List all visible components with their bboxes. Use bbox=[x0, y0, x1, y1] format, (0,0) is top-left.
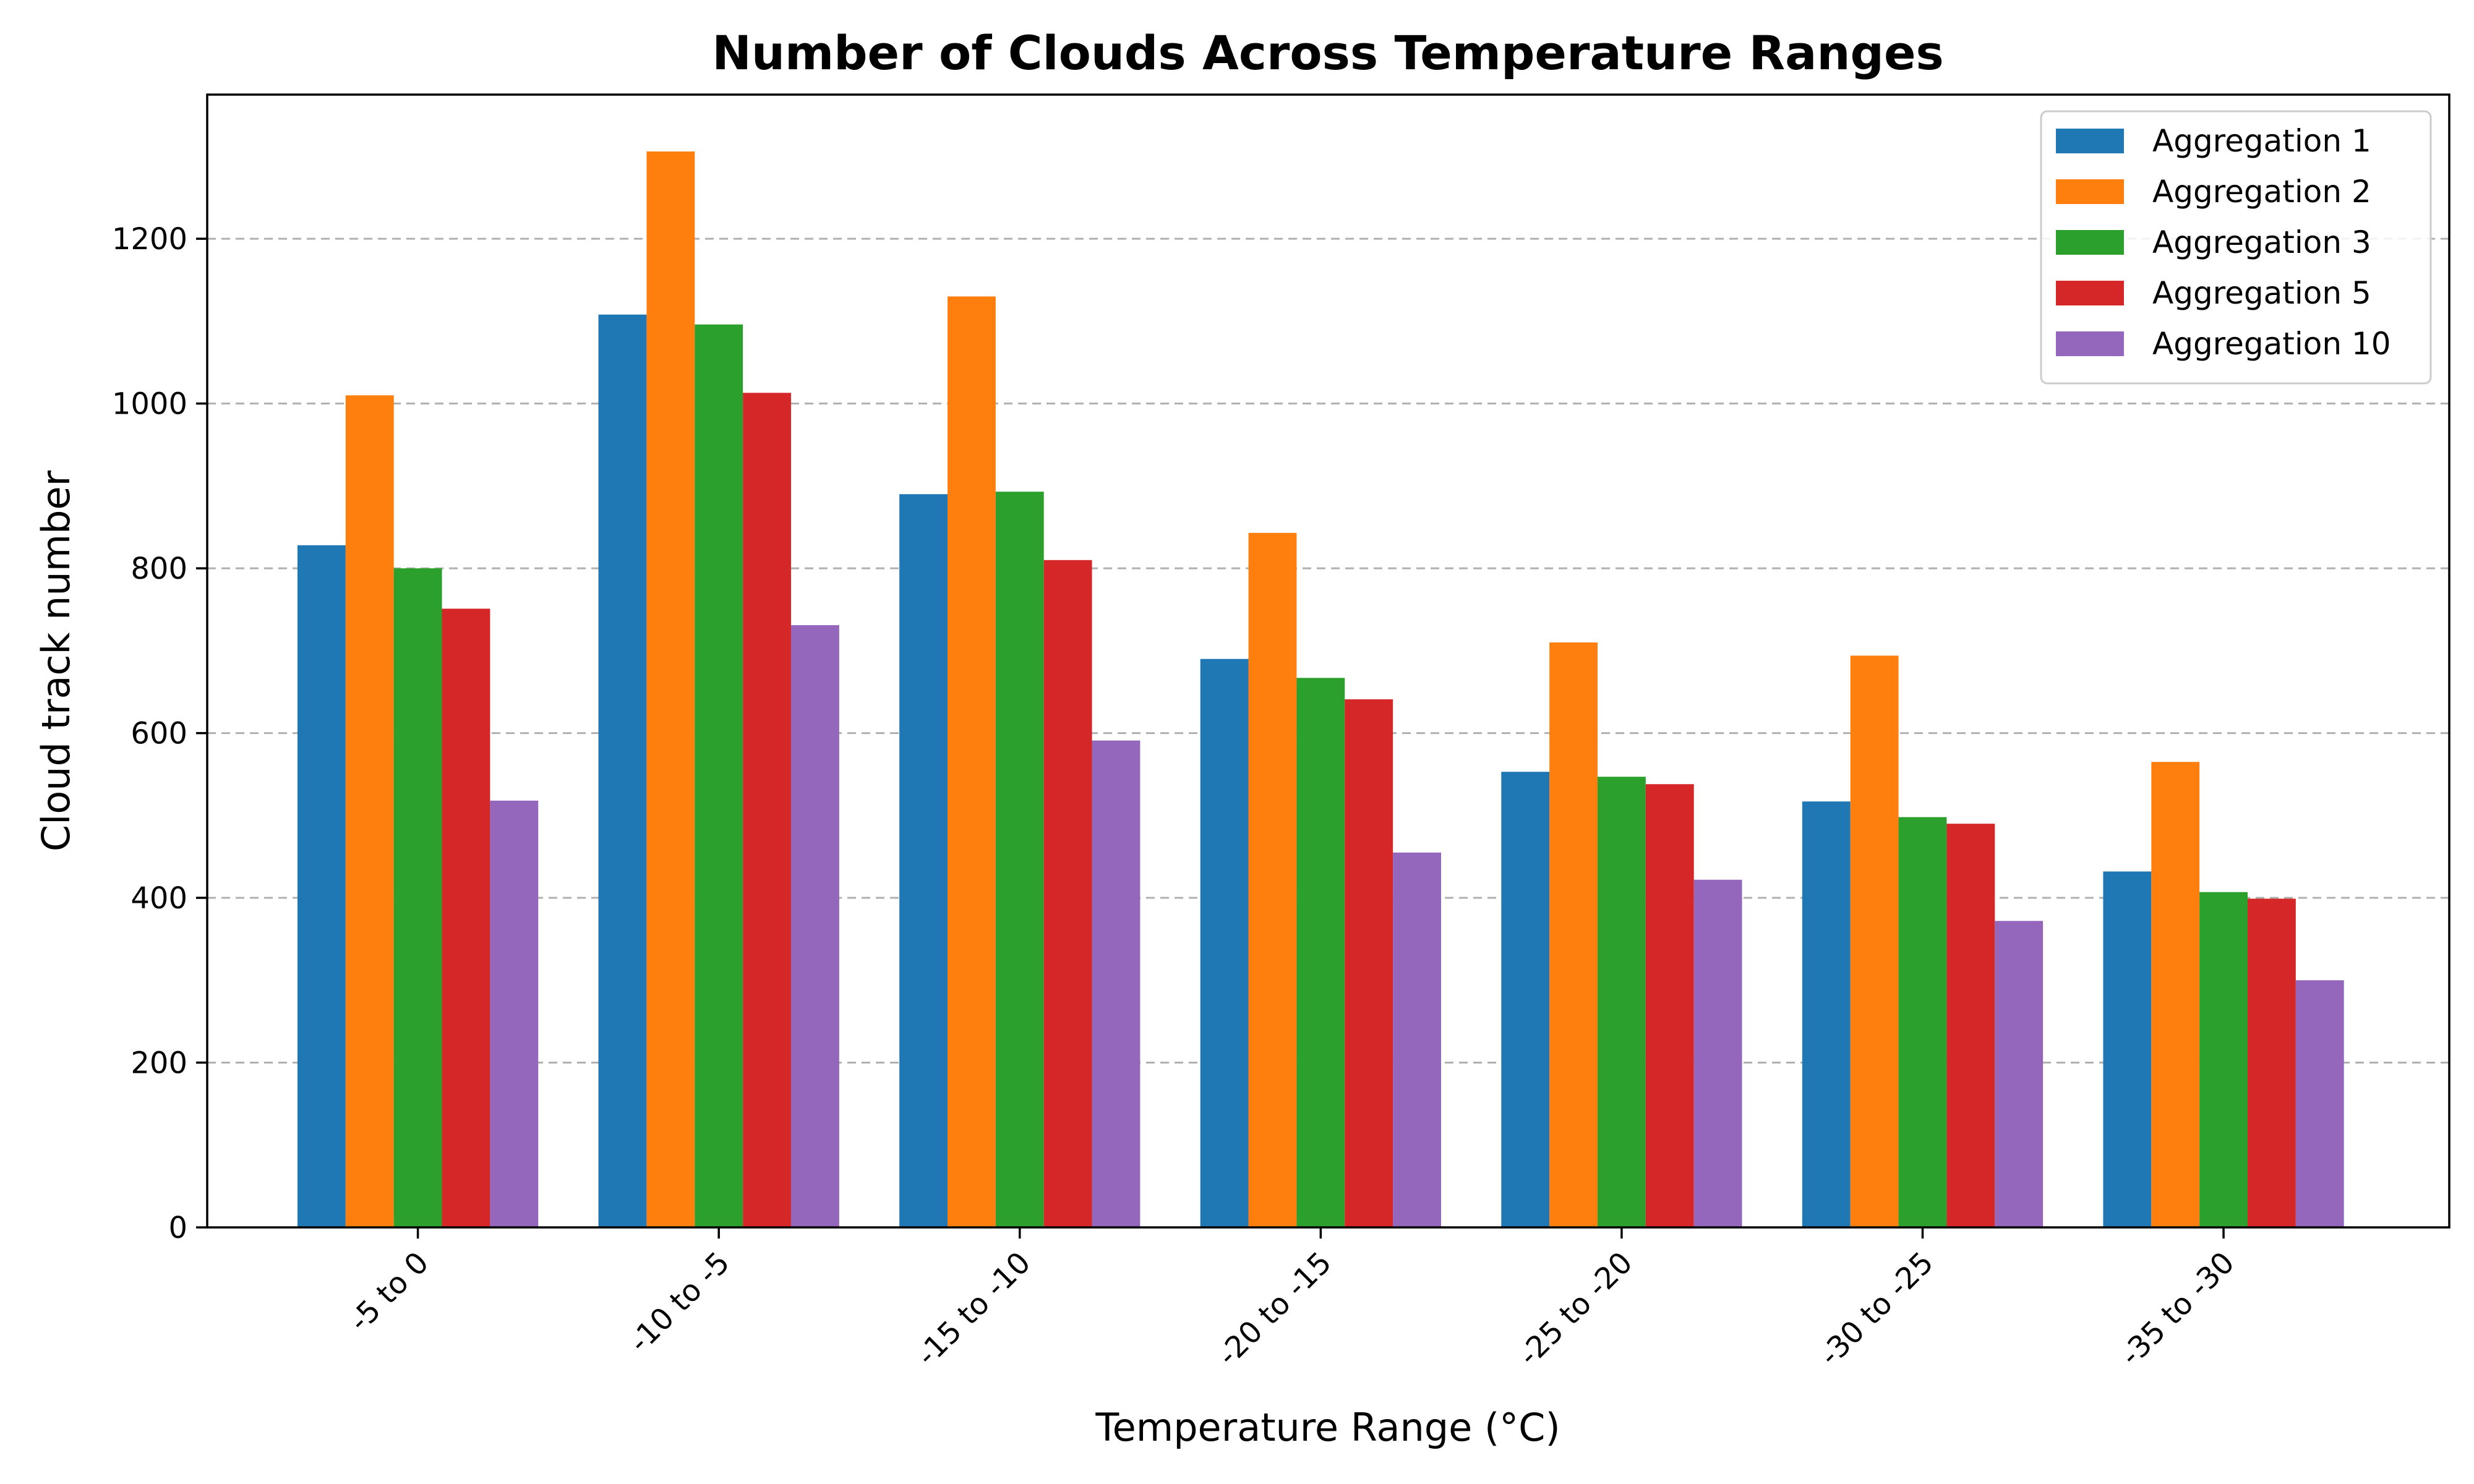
bar-aggregation-2-15-to-10 bbox=[947, 296, 996, 1227]
bar-aggregation-3-15-to-10 bbox=[995, 492, 1044, 1228]
x-tick-label: -30 to -25 bbox=[1813, 1245, 1940, 1373]
bar-aggregation-10-30-to-25 bbox=[1995, 921, 2044, 1227]
legend-swatch-aggregation-1 bbox=[2056, 129, 2124, 153]
y-tick-label: 1000 bbox=[112, 387, 187, 422]
y-axis-label: Cloud track number bbox=[33, 470, 79, 851]
bar-aggregation-2-35-to-30 bbox=[2151, 762, 2200, 1227]
plot-area-frame bbox=[206, 93, 2450, 1229]
bar-aggregation-10-25-to-20 bbox=[1693, 879, 1742, 1227]
x-tick-label: -5 to 0 bbox=[342, 1245, 435, 1339]
legend-label-aggregation-1: Aggregation 1 bbox=[2152, 123, 2371, 159]
bar-aggregation-10-10-to-5 bbox=[790, 625, 839, 1227]
legend-swatch-aggregation-10 bbox=[2056, 331, 2124, 356]
chart-title: Number of Clouds Across Temperature Rang… bbox=[712, 25, 1943, 80]
x-tick-label: -25 to -20 bbox=[1512, 1245, 1639, 1373]
bar-aggregation-5-20-to-15 bbox=[1345, 699, 1393, 1227]
x-tick-label: -20 to -15 bbox=[1211, 1245, 1338, 1373]
bar-aggregation-5-25-to-20 bbox=[1645, 784, 1694, 1227]
bar-aggregation-3-35-to-30 bbox=[2199, 892, 2248, 1227]
bar-aggregation-3-30-to-25 bbox=[1898, 817, 1947, 1227]
bar-aggregation-1-35-to-30 bbox=[2103, 871, 2152, 1227]
bar-aggregation-5-30-to-25 bbox=[1946, 824, 1995, 1227]
y-tick-label: 600 bbox=[131, 717, 187, 751]
x-tick-label: -10 to -5 bbox=[622, 1245, 737, 1360]
x-tick-label: -15 to -10 bbox=[910, 1245, 1037, 1373]
bars-layer bbox=[297, 151, 2344, 1228]
bar-aggregation-3-10-to-5 bbox=[695, 324, 743, 1227]
bar-aggregation-2-5-to-0 bbox=[345, 395, 394, 1227]
bar-aggregation-3-25-to-20 bbox=[1597, 777, 1646, 1227]
bar-aggregation-1-20-to-15 bbox=[1200, 659, 1249, 1227]
bar-aggregation-5-10-to-5 bbox=[743, 393, 791, 1227]
legend-box bbox=[2040, 110, 2432, 385]
legend-label-aggregation-10: Aggregation 10 bbox=[2152, 326, 2391, 362]
legend-label-aggregation-2: Aggregation 2 bbox=[2152, 174, 2371, 210]
y-tick-label: 800 bbox=[131, 552, 187, 586]
bar-aggregation-1-30-to-25 bbox=[1802, 801, 1851, 1227]
y-tick-label: 200 bbox=[131, 1046, 187, 1081]
bar-aggregation-1-10-to-5 bbox=[598, 314, 647, 1227]
legend-swatch-aggregation-5 bbox=[2056, 281, 2124, 305]
x-tick-label: -35 to -30 bbox=[2113, 1245, 2241, 1373]
y-tick-label: 0 bbox=[168, 1211, 187, 1245]
bar-aggregation-1-15-to-10 bbox=[899, 494, 948, 1228]
bar-aggregation-5-5-to-0 bbox=[442, 608, 490, 1227]
x-axis-label: Temperature Range (°C) bbox=[1095, 1405, 1560, 1450]
bar-aggregation-1-5-to-0 bbox=[297, 545, 346, 1227]
bar-aggregation-2-25-to-20 bbox=[1549, 642, 1598, 1227]
bar-aggregation-2-30-to-25 bbox=[1850, 655, 1899, 1227]
bar-aggregation-3-20-to-15 bbox=[1296, 678, 1345, 1227]
y-tick-label: 400 bbox=[131, 881, 187, 916]
legend-swatch-aggregation-2 bbox=[2056, 179, 2124, 204]
bar-aggregation-5-15-to-10 bbox=[1043, 560, 1092, 1228]
legend: Aggregation 1 Aggregation 2 Aggregation 3 A… bbox=[2040, 110, 2432, 385]
bar-aggregation-1-25-to-20 bbox=[1501, 772, 1550, 1227]
bar-aggregation-3-5-to-0 bbox=[393, 568, 442, 1227]
legend-label-aggregation-3: Aggregation 3 bbox=[2152, 224, 2371, 260]
legend-swatch-aggregation-3 bbox=[2056, 230, 2124, 255]
bar-aggregation-5-35-to-30 bbox=[2247, 898, 2296, 1227]
bar-aggregation-2-20-to-15 bbox=[1248, 532, 1297, 1228]
bar-aggregation-2-10-to-5 bbox=[646, 151, 695, 1227]
y-tick-label: 1200 bbox=[112, 222, 187, 257]
bar-aggregation-10-20-to-15 bbox=[1393, 852, 1441, 1227]
bar-aggregation-10-5-to-0 bbox=[490, 800, 539, 1227]
bar-aggregation-10-35-to-30 bbox=[2295, 980, 2344, 1227]
legend-label-aggregation-5: Aggregation 5 bbox=[2152, 275, 2371, 311]
bar-aggregation-10-15-to-10 bbox=[1092, 740, 1141, 1227]
